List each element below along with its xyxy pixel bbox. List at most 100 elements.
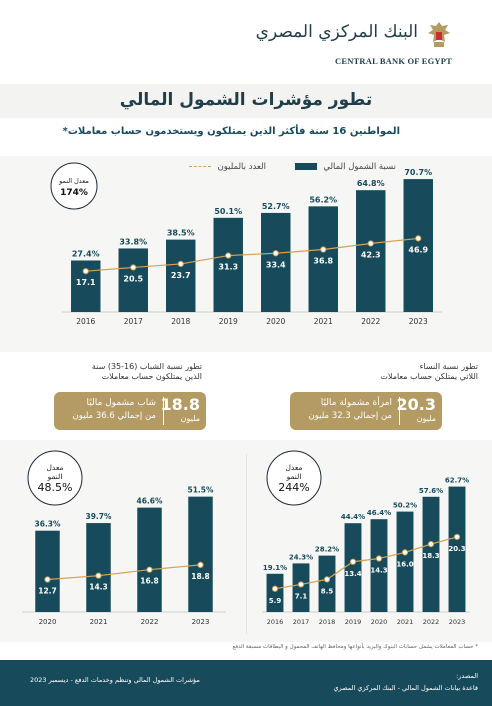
women-bar-label: 19.1%: [263, 564, 287, 572]
main-line-label: 20.5: [123, 274, 143, 283]
main-bar: [261, 212, 291, 312]
youth-growth-label: النمو: [47, 472, 63, 481]
women-bar-label: 28.2%: [315, 546, 339, 554]
header: البنك المركزي المصري CENTRAL BANK OF EGY…: [0, 0, 492, 80]
women-x-tick: 2016: [267, 618, 284, 626]
youth-line-label: 12.7: [38, 587, 57, 596]
women-bar-label: 44.4%: [341, 513, 365, 521]
main-line-point: [82, 268, 89, 275]
main-line-label: 17.1: [76, 278, 96, 287]
youth-title-line1: تطور نسبة الشباب (16-35) سنة: [91, 362, 202, 371]
youth-x-tick: 2023: [192, 618, 210, 626]
divider: [246, 454, 247, 634]
women-line: [274, 536, 458, 590]
youth-title-line2: الذين يمتلكون حساب معاملات: [101, 372, 202, 381]
main-line-label: 36.8: [313, 257, 333, 266]
women-line-label: 18.3: [422, 552, 439, 560]
women-growth-label: النمو: [286, 472, 302, 481]
main-bar-label: 50.1%: [214, 207, 242, 216]
youth-stat-line2: من إجمالي 36.6 مليون: [72, 411, 156, 421]
women-line-label: 13.4: [344, 570, 361, 578]
women-line-label: 16.0: [396, 560, 413, 568]
main-line: [85, 237, 419, 272]
main-bar-label: 64.8%: [357, 179, 385, 188]
youth-stat-line1: شاب مشمول ماليًا: [86, 398, 156, 408]
women-growth-value: 244%: [278, 481, 309, 494]
main-line-label: 23.7: [171, 271, 191, 280]
women-bar-label: 50.2%: [393, 502, 417, 510]
women-growth-bubble: [266, 450, 322, 506]
main-growth-label: معدل النمو: [58, 177, 89, 185]
women-line-point: [349, 558, 357, 565]
women-stat-separator: [399, 397, 400, 425]
main-x-tick: 2021: [314, 317, 333, 326]
women-x-tick: 2020: [371, 618, 388, 626]
youth-bar: [86, 523, 111, 612]
main-line-label: 46.9: [408, 245, 428, 254]
eagle-emblem-icon: [428, 22, 450, 47]
women-bar-label: 57.6%: [419, 487, 443, 495]
main-x-tick: 2020: [266, 317, 285, 326]
women-line-point: [297, 581, 305, 588]
women-line-point: [453, 533, 461, 541]
main-growth-value: 174%: [60, 188, 88, 198]
youth-growth-value: 48.5%: [38, 481, 73, 494]
youth-bar-label: 46.6%: [136, 497, 163, 506]
main-x-tick: 2018: [171, 317, 190, 326]
main-bar: [356, 190, 386, 312]
women-line-point: [271, 585, 279, 592]
youth-stat-unit: مليون: [180, 414, 200, 423]
women-line-point: [375, 555, 383, 562]
women-bar-label: 62.7%: [445, 477, 469, 485]
women-x-tick: 2023: [449, 618, 466, 626]
youth-line-label: 18.8: [191, 572, 210, 581]
main-bar: [403, 179, 433, 312]
main-line-label: 31.3: [218, 263, 238, 272]
footer-publication: مؤشرات الشمول المالي وتنظم وخدمات الدفع …: [30, 676, 200, 684]
women-line-label: 20.3: [448, 545, 465, 553]
women-line-label: 7.1: [295, 592, 308, 600]
main-line-label: 33.4: [266, 260, 286, 269]
main-x-tick: 2016: [76, 317, 95, 326]
youth-line-point: [95, 572, 102, 579]
title-band: تطور مؤشرات الشمول المالي: [0, 84, 492, 118]
main-line-point: [225, 252, 232, 259]
footnote: * حساب المعاملات يشمل حسابات البنوك والب…: [232, 644, 478, 650]
legend-line: العدد بالمليون: [188, 162, 266, 172]
main-bar: [213, 217, 243, 312]
main-bar-label: 56.2%: [309, 195, 337, 204]
women-bar: [292, 563, 310, 612]
women-bar-label: 24.3%: [289, 553, 313, 561]
main-x-tick: 2017: [124, 317, 143, 326]
youth-x-tick: 2020: [39, 618, 57, 626]
youth-bar-label: 51.5%: [187, 486, 214, 495]
legend-line-label: العدد بالمليون: [217, 162, 266, 172]
main-bar-label: 33.8%: [119, 237, 147, 246]
footer-source-label: المصدر:: [456, 672, 478, 680]
women-bar: [370, 519, 388, 612]
youth-stat-title: تطور نسبة الشباب (16-35) سنة الذين يمتلك…: [92, 362, 202, 382]
youth-line-point: [146, 566, 153, 573]
women-x-tick: 2021: [397, 618, 414, 626]
footer-source-text: قاعدة بيانات الشمول المالي - البنك المرك…: [333, 684, 478, 692]
page-title: تطور مؤشرات الشمول المالي: [119, 90, 373, 110]
main-line-point: [272, 250, 279, 257]
women-bar-label: 46.4%: [367, 509, 391, 517]
youth-line-label: 14.3: [89, 583, 108, 592]
main-x-tick: 2022: [361, 317, 380, 326]
youth-growth-label: معدل: [46, 463, 63, 472]
women-stat-number: 20.3: [396, 395, 436, 414]
women-x-tick: 2019: [345, 618, 362, 626]
youth-bar: [188, 496, 213, 612]
main-bar-label: 70.7%: [404, 168, 432, 177]
youth-bar: [35, 530, 60, 612]
women-x-tick: 2018: [319, 618, 336, 626]
main-line-label: 42.3: [361, 250, 381, 259]
legend-bar-swatch-icon: [294, 163, 317, 170]
youth-bar: [137, 507, 162, 612]
women-growth-label: معدل: [285, 463, 302, 472]
main-x-tick: 2019: [219, 317, 238, 326]
main-line-point: [415, 235, 422, 242]
legend-line-swatch-icon: [188, 166, 211, 167]
